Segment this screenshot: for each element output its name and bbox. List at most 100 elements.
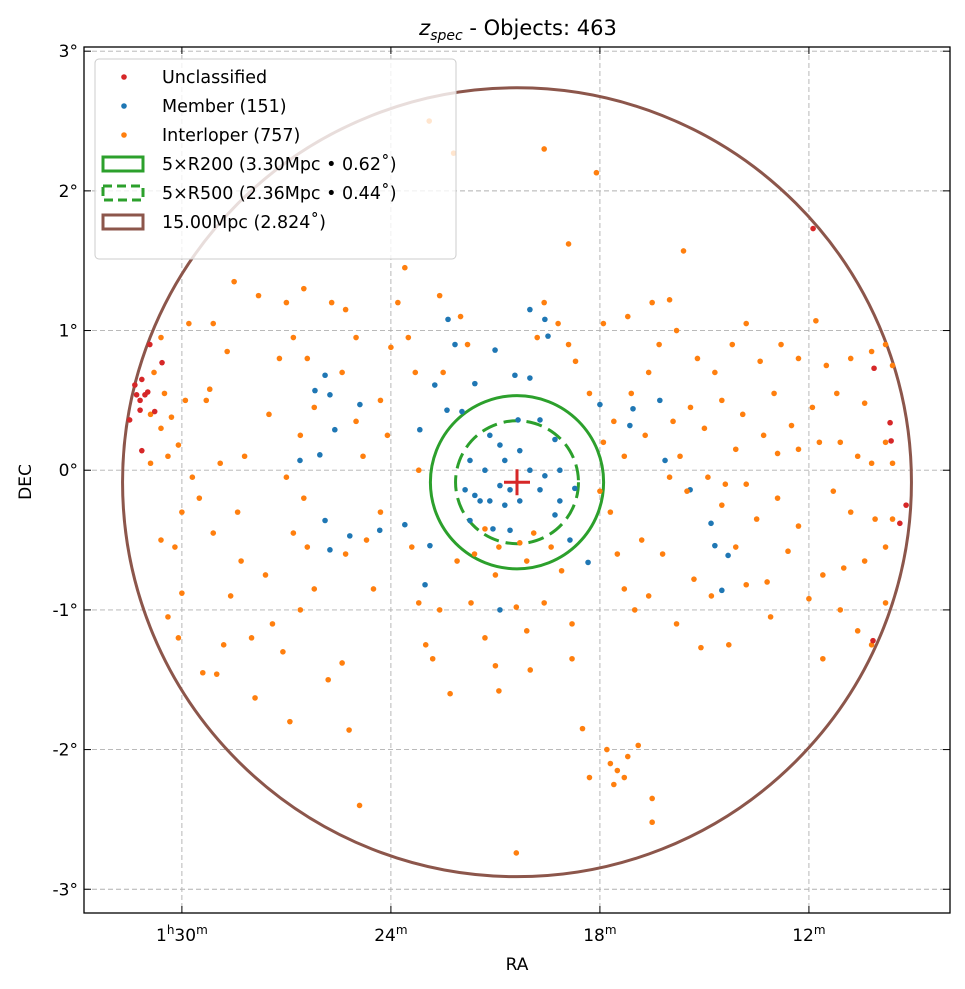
interloper-point: [889, 516, 896, 522]
y-tick-label: 3°: [59, 42, 78, 62]
member-point: [376, 527, 383, 534]
chart-title: zspec - Objects: 463: [418, 16, 617, 44]
interloper-point: [158, 334, 164, 341]
member-point: [712, 542, 718, 549]
member-point: [297, 457, 303, 464]
member-point: [542, 473, 548, 479]
interloper-point: [722, 481, 729, 487]
member-point: [502, 502, 508, 508]
member-point: [515, 417, 521, 423]
interloper-point: [213, 671, 220, 677]
unclassified-point: [144, 389, 151, 395]
x-tick-label: 24m: [374, 923, 407, 946]
interloper-point: [732, 544, 739, 550]
interloper-point: [304, 355, 311, 362]
ticks: 1h30m 24m 18m 12m 3° 2° 1° 0° -1° -2° -3°: [53, 42, 950, 946]
member-point: [557, 467, 563, 474]
member-point: [552, 512, 558, 518]
member-point: [719, 587, 725, 594]
interloper-point: [624, 753, 631, 760]
member-point: [507, 527, 513, 534]
interloper-point: [614, 551, 621, 557]
interloper-point: [889, 362, 896, 369]
interloper-point: [527, 667, 534, 673]
unclassified-point: [147, 341, 153, 348]
unclassified-point: [151, 408, 158, 415]
member-point: [527, 306, 533, 313]
interloper-point: [179, 509, 185, 515]
interloper-point: [464, 341, 471, 348]
unclassified-point: [897, 520, 903, 527]
interloper-point: [346, 727, 352, 733]
cluster-center-marker: [504, 469, 530, 496]
interloper-point: [760, 432, 767, 439]
interloper-point: [569, 621, 575, 627]
interloper-point: [412, 369, 419, 376]
unclassified-point: [810, 225, 816, 232]
interloper-point: [820, 655, 826, 662]
interloper-point: [743, 320, 750, 327]
interloper-point: [492, 572, 499, 578]
interloper-point: [809, 404, 816, 411]
interloper-point: [304, 544, 311, 550]
interloper-point: [175, 442, 182, 448]
interloper-point: [698, 644, 704, 651]
interloper-point: [830, 488, 837, 494]
legend-patch: [101, 155, 145, 173]
member-point: [572, 485, 578, 492]
legend: Unclassified Member (151) Interloper (757)…: [94, 58, 457, 260]
member-point: [472, 492, 478, 499]
interloper-point: [297, 432, 304, 439]
interloper-point: [719, 397, 725, 404]
interloper-point: [482, 526, 488, 532]
data-points: [126, 118, 909, 856]
interloper-point: [353, 418, 359, 425]
member-point: [322, 517, 328, 524]
interloper-point: [339, 660, 345, 666]
interloper-point: [252, 695, 258, 701]
interloper-point: [388, 344, 394, 351]
interloper-point: [280, 649, 286, 655]
interloper-point: [175, 635, 182, 641]
interloper-point: [757, 358, 763, 365]
interloper-point: [555, 320, 561, 327]
interloper-point: [541, 600, 547, 606]
interloper-point: [767, 614, 774, 620]
interloper-point: [635, 742, 642, 749]
interloper-point: [882, 439, 889, 446]
member-point: [472, 380, 478, 387]
interloper-point: [158, 537, 164, 543]
interloper-point: [565, 341, 572, 348]
interloper-point: [269, 621, 276, 627]
unclassified-point: [888, 438, 894, 444]
interloper-point: [363, 537, 370, 543]
interloper-point: [666, 474, 673, 481]
member-point: [585, 559, 591, 566]
interloper-point: [179, 590, 185, 596]
y-tick-label: 1°: [59, 322, 78, 342]
interloper-point: [569, 655, 575, 662]
y-tick-label: 2°: [59, 182, 78, 202]
interloper-point: [241, 453, 248, 460]
interloper-point: [785, 548, 791, 555]
interloper-point: [795, 446, 802, 453]
interloper-point: [813, 317, 819, 324]
member-point: [431, 382, 438, 388]
interloper-point: [649, 819, 655, 826]
interloper-point: [837, 607, 844, 613]
interloper-point: [168, 414, 175, 420]
interloper-point: [301, 495, 307, 501]
interloper-point: [422, 642, 429, 648]
interloper-point: [182, 397, 189, 404]
unclassified-point: [133, 391, 140, 398]
interloper-point: [356, 802, 363, 809]
title-subscript: spec: [430, 28, 463, 44]
interloper-point: [795, 523, 802, 529]
interloper-point: [513, 604, 520, 610]
member-point: [497, 482, 503, 489]
unclassified-point: [887, 419, 893, 426]
legend-label: 5×R500 (2.36Mpc • 0.44˚): [162, 183, 397, 204]
interloper-point: [638, 537, 645, 543]
interloper-point: [847, 355, 854, 362]
member-point: [417, 426, 423, 433]
